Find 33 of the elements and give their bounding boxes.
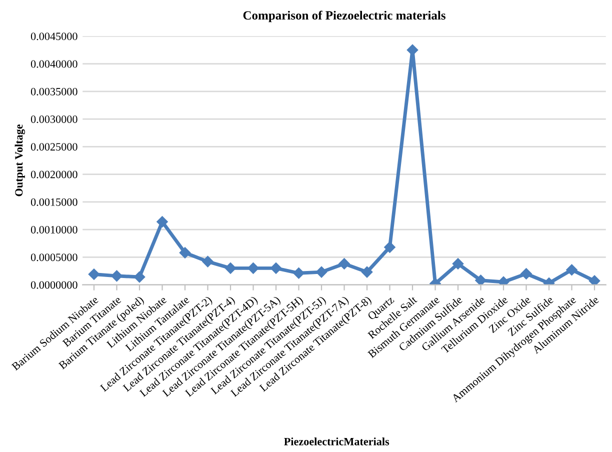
y-tick-label: 0.0005000 — [30, 254, 78, 262]
point — [384, 242, 396, 253]
point — [202, 256, 214, 268]
y-tick-label: 0.0035000 — [30, 88, 78, 96]
point — [316, 266, 328, 278]
point — [248, 262, 259, 274]
point — [224, 262, 236, 274]
point — [566, 264, 578, 276]
point — [179, 247, 191, 258]
point — [111, 270, 122, 282]
point — [338, 258, 350, 270]
point — [475, 274, 486, 285]
point — [498, 276, 510, 285]
point — [452, 258, 464, 270]
point — [293, 268, 304, 279]
y-tick-label: 0.0030000 — [30, 115, 78, 124]
y-axis-title: Output Voltage — [14, 124, 25, 196]
point — [270, 262, 282, 274]
point — [156, 216, 168, 228]
y-tick-label: 0.0010000 — [30, 226, 78, 234]
y-tick-label: 0.0015000 — [30, 198, 78, 206]
point — [588, 275, 600, 285]
chart-title: Comparison of Piezoelectric materials — [243, 10, 446, 22]
point — [88, 268, 100, 280]
y-tick-label: 0.0000000 — [30, 281, 78, 289]
y-tick-label: 0.0025000 — [30, 143, 78, 151]
x-axis-title: PiezoelectricMaterials — [284, 438, 390, 446]
y-tick-label: 0.0045000 — [30, 32, 78, 40]
point — [134, 271, 146, 283]
y-tick-label: 0.0040000 — [30, 60, 78, 68]
y-tick-label: 0.0020000 — [30, 170, 78, 178]
point — [361, 266, 373, 278]
point — [520, 268, 532, 280]
